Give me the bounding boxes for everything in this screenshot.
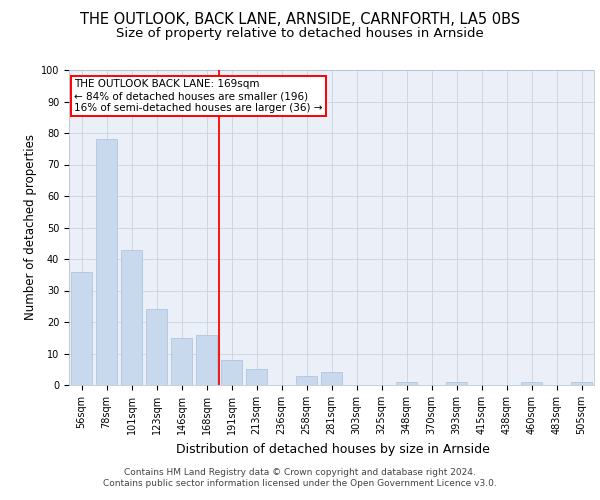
Bar <box>396 382 417 385</box>
Bar <box>121 250 142 385</box>
Text: THE OUTLOOK BACK LANE: 169sqm
← 84% of detached houses are smaller (196)
16% of : THE OUTLOOK BACK LANE: 169sqm ← 84% of d… <box>74 80 323 112</box>
Bar <box>171 338 192 385</box>
Bar <box>196 334 217 385</box>
Bar <box>246 369 267 385</box>
Bar <box>521 382 542 385</box>
Text: Size of property relative to detached houses in Arnside: Size of property relative to detached ho… <box>116 28 484 40</box>
Text: Distribution of detached houses by size in Arnside: Distribution of detached houses by size … <box>176 442 490 456</box>
Text: THE OUTLOOK, BACK LANE, ARNSIDE, CARNFORTH, LA5 0BS: THE OUTLOOK, BACK LANE, ARNSIDE, CARNFOR… <box>80 12 520 28</box>
Bar <box>296 376 317 385</box>
Text: Contains HM Land Registry data © Crown copyright and database right 2024.
Contai: Contains HM Land Registry data © Crown c… <box>103 468 497 487</box>
Bar <box>321 372 342 385</box>
Bar <box>146 310 167 385</box>
Bar <box>71 272 92 385</box>
Bar <box>571 382 592 385</box>
Bar <box>446 382 467 385</box>
Bar <box>96 140 117 385</box>
Bar <box>221 360 242 385</box>
Y-axis label: Number of detached properties: Number of detached properties <box>24 134 37 320</box>
